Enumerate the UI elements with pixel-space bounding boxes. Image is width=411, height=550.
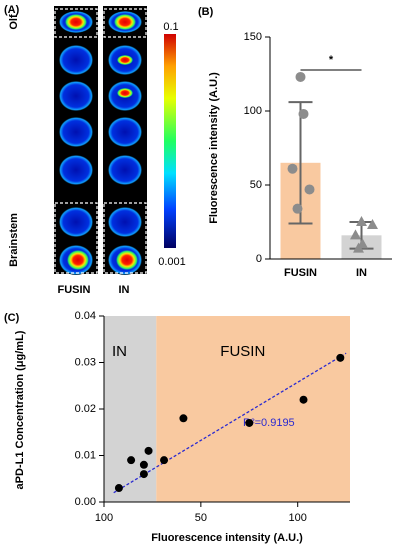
- data-point: [336, 353, 345, 362]
- x-tick-label: 100: [95, 512, 113, 524]
- axes: [269, 37, 392, 260]
- data-point: [287, 163, 298, 174]
- y-tick-label: 0.01: [75, 449, 96, 461]
- row-label: Brainstem: [8, 213, 20, 267]
- signal-spot: [114, 14, 136, 30]
- y-tick-label: 0.04: [75, 310, 96, 322]
- data-point: [139, 470, 148, 479]
- brain-slice: [59, 45, 93, 75]
- roi-box: [54, 202, 98, 274]
- x-axis-title: Fluorescence intensity (A.U.): [151, 532, 303, 544]
- y-tick-label: 0.00: [75, 496, 96, 508]
- region: [104, 316, 157, 502]
- colorbar-label: 0.001: [158, 256, 186, 268]
- panel-label: (C): [4, 312, 20, 324]
- y-tick-label: 0.03: [75, 356, 96, 368]
- brain-slice: [59, 155, 93, 185]
- signal-spot: [116, 250, 138, 270]
- x-tick-label: FUSIN: [284, 267, 317, 279]
- roi-box: [54, 8, 98, 38]
- axes: [103, 316, 350, 503]
- x-tick-label: 50: [195, 512, 207, 524]
- fit-annotation: R²=0.9195: [243, 417, 295, 429]
- column-label: IN: [119, 284, 130, 296]
- y-tick-label: 100: [244, 105, 262, 117]
- data-point: [356, 216, 367, 226]
- x-tick-label: 100: [289, 512, 307, 524]
- data-point: [367, 218, 378, 229]
- brain-slice: [59, 117, 93, 147]
- data-point: [139, 460, 148, 469]
- data-point: [350, 229, 361, 240]
- x-tick-label: IN: [356, 267, 367, 279]
- error-bar: [288, 101, 313, 225]
- data-point: [179, 414, 188, 423]
- brain-slice: [59, 207, 93, 237]
- significance-label: *: [329, 54, 334, 66]
- fit-line: [113, 352, 347, 494]
- colorbar-label: 0.1: [163, 21, 178, 33]
- data-point: [304, 184, 315, 195]
- signal-spot: [117, 55, 133, 65]
- brain-slice: [59, 81, 93, 111]
- signal-spot: [117, 88, 133, 98]
- row-label: Olf: [8, 14, 20, 30]
- signal-spot: [65, 14, 87, 30]
- y-tick-label: 0: [256, 253, 262, 265]
- y-tick-label: 0.02: [75, 403, 96, 415]
- y-axis-title: Fluorescence intensity (A.U.): [208, 72, 220, 224]
- signal-spot: [67, 250, 89, 270]
- y-tick-label: 50: [250, 179, 262, 191]
- column-label: FUSIN: [58, 284, 91, 296]
- data-point: [292, 203, 303, 214]
- roi-box: [103, 8, 147, 38]
- y-axis-title: aPD-L1 Concentration (μg/mL): [14, 330, 26, 489]
- slice-images: [54, 6, 176, 275]
- data-point: [245, 418, 254, 427]
- panel-label: (A): [4, 4, 20, 16]
- data-point: [295, 71, 306, 82]
- roi-box: [103, 202, 147, 274]
- data-point: [299, 395, 308, 404]
- data-point: [144, 446, 153, 455]
- brain-slice: [108, 155, 142, 185]
- data-point: [298, 108, 309, 119]
- brain-slice: [108, 207, 142, 237]
- colorbar: [164, 34, 176, 248]
- brain-slice: [108, 117, 142, 147]
- region-label: FUSIN: [220, 343, 265, 360]
- region-label: IN: [112, 343, 127, 360]
- data-point: [160, 456, 169, 465]
- data-point: [127, 456, 136, 465]
- y-tick-label: 150: [244, 31, 262, 43]
- data-point: [114, 484, 123, 493]
- panel-label: (B): [198, 6, 214, 18]
- data-point: [353, 242, 364, 253]
